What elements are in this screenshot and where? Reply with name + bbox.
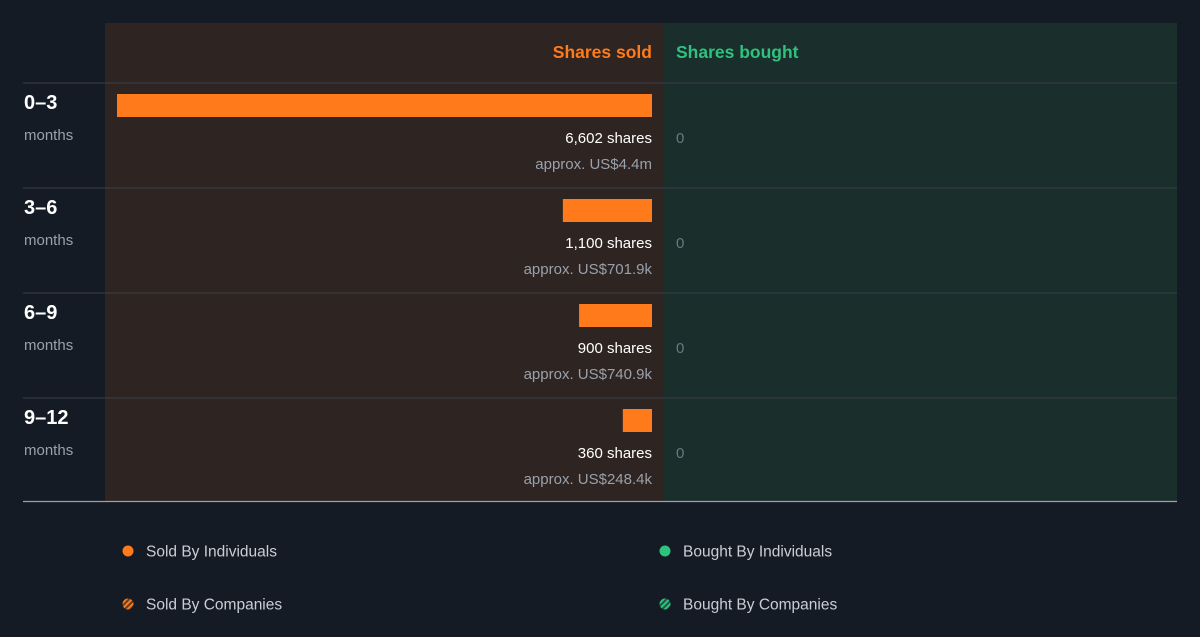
legend-swatch-solid — [659, 545, 671, 557]
table-row: 9–12 months 360 shares approx. US$248.4k 0 — [24, 407, 684, 488]
period-label: 6–9 — [24, 302, 57, 324]
sold-bar — [562, 199, 652, 222]
sold-bar — [579, 304, 652, 327]
legend-item: Sold By Companies — [122, 597, 282, 614]
bought-shares-label: 0 — [676, 340, 684, 357]
sold-shares-label: 360 shares — [578, 445, 652, 462]
legend-item: Bought By Companies — [659, 597, 837, 614]
legend-label: Bought By Individuals — [683, 544, 832, 561]
bought-panel — [664, 23, 1177, 502]
period-unit-label: months — [24, 442, 73, 459]
legend-label: Bought By Companies — [683, 597, 837, 614]
sold-shares-label: 1,100 shares — [565, 235, 652, 252]
sold-shares-label: 900 shares — [578, 340, 652, 357]
table-row: 3–6 months 1,100 shares approx. US$701.9k 0 — [24, 197, 684, 278]
period-unit-label: months — [24, 127, 73, 144]
legend-swatch-striped — [122, 598, 134, 610]
legend-label: Sold By Companies — [146, 597, 282, 614]
legend-item: Bought By Individuals — [659, 544, 832, 561]
sold-column-header: Shares sold — [553, 42, 652, 62]
sold-value-label: approx. US$740.9k — [524, 366, 653, 383]
period-unit-label: months — [24, 337, 73, 354]
sold-value-label: approx. US$701.9k — [524, 261, 653, 278]
bought-shares-label: 0 — [676, 445, 684, 462]
legend-swatch-solid — [122, 545, 134, 557]
table-row: 0–3 months 6,602 shares approx. US$4.4m 0 — [24, 92, 684, 173]
bought-shares-label: 0 — [676, 130, 684, 147]
sold-value-label: approx. US$4.4m — [535, 156, 652, 173]
period-label: 9–12 — [24, 407, 69, 429]
legend-item: Sold By Individuals — [122, 544, 277, 561]
sold-bar — [117, 94, 652, 117]
table-row: 6–9 months 900 shares approx. US$740.9k 0 — [24, 302, 684, 383]
period-label: 3–6 — [24, 197, 57, 219]
sold-bar — [622, 409, 652, 432]
legend: Sold By Individuals Bought By Individuals… — [122, 544, 837, 614]
period-label: 0–3 — [24, 92, 57, 114]
bought-column-header: Shares bought — [676, 42, 799, 62]
period-unit-label: months — [24, 232, 73, 249]
bought-shares-label: 0 — [676, 235, 684, 252]
sold-shares-label: 6,602 shares — [565, 130, 652, 147]
legend-swatch-striped — [659, 598, 671, 610]
sold-value-label: approx. US$248.4k — [524, 471, 653, 488]
legend-label: Sold By Individuals — [146, 544, 277, 561]
